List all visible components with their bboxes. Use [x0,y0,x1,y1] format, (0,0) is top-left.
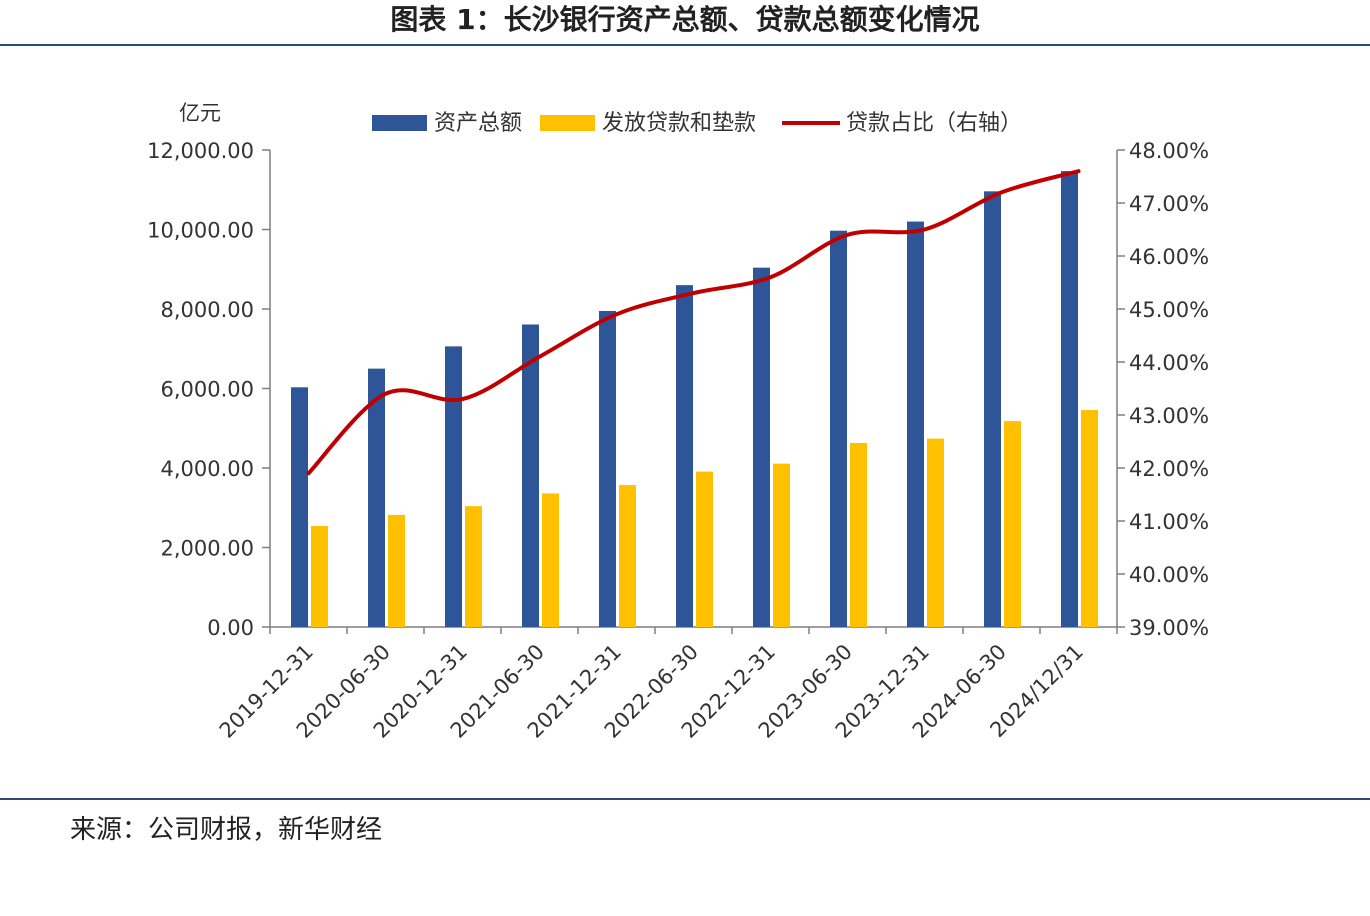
bar-assets [984,191,1001,627]
legend-loans-swatch [540,115,595,131]
bar-loans [542,493,559,627]
left-tick-label: 6,000.00 [160,378,254,402]
bar-assets [445,346,462,627]
bar-loans [850,442,867,627]
chart-legend: 资产总额 发放贷款和垫款 贷款占比（右轴） [372,111,1022,136]
left-tick-label: 10,000.00 [147,219,254,243]
right-tick-label: 39.00% [1129,616,1209,640]
bar-loans [927,438,944,627]
left-tick-label: 8,000.00 [160,298,254,322]
bar-loans [465,506,482,627]
legend-assets-label: 资产总额 [434,111,522,136]
left-tick-label: 4,000.00 [160,457,254,481]
legend-loans-label: 发放贷款和垫款 [602,111,756,136]
right-tick-label: 43.00% [1129,404,1209,428]
x-axis: 2019-12-312020-06-302020-12-312021-06-30… [215,626,1118,743]
bar-assets [368,368,385,627]
top-rule [0,44,1370,46]
left-tick-label: 0.00 [207,616,254,640]
bar-assets [1061,171,1078,627]
bar-series [291,171,1098,628]
bar-loans [773,463,790,627]
bar-loans [1004,421,1021,627]
left-axis-unit: 亿元 [179,101,221,125]
bar-loans [388,514,405,627]
chart-canvas: 资产总额 发放贷款和垫款 贷款占比（右轴） 0.00 2,000.00 4,000.00… [147,101,1209,743]
bar-assets [522,324,539,627]
chart-title: 图表 1：长沙银行资产总额、贷款总额变化情况 [390,3,980,36]
left-tick-label: 12,000.00 [147,139,254,163]
bar-loans [1081,409,1098,627]
bar-assets [599,310,616,627]
right-tick-label: 45.00% [1129,298,1209,322]
bottom-rule [0,798,1370,800]
source-note: 来源：公司财报，新华财经 [70,815,383,845]
left-tick-label: 2,000.00 [160,537,254,561]
bar-loans [619,485,636,627]
bar-loans [311,526,328,627]
bar-loans [696,471,713,627]
legend-assets-swatch [372,115,427,131]
bar-assets [907,221,924,628]
right-tick-label: 40.00% [1129,563,1209,587]
bar-assets [291,387,308,627]
right-tick-label: 42.00% [1129,457,1209,481]
left-axis: 0.00 2,000.00 4,000.00 6,000.00 8,000.00 10,0… [147,101,271,640]
right-tick-label: 44.00% [1129,351,1209,375]
bar-assets [830,230,847,627]
bar-assets [753,267,770,627]
right-tick-label: 48.00% [1129,139,1209,163]
right-tick-label: 47.00% [1129,192,1209,216]
right-tick-label: 46.00% [1129,245,1209,269]
legend-ratio-label: 贷款占比（右轴） [846,111,1022,136]
line-loan-ratio [306,169,1081,476]
right-tick-label: 41.00% [1129,510,1209,534]
line-series [306,169,1081,476]
bar-assets [676,285,693,627]
right-axis: 39.00% 40.00% 41.00% 42.00% 43.00% 44.00% 45.0… [1116,139,1209,640]
